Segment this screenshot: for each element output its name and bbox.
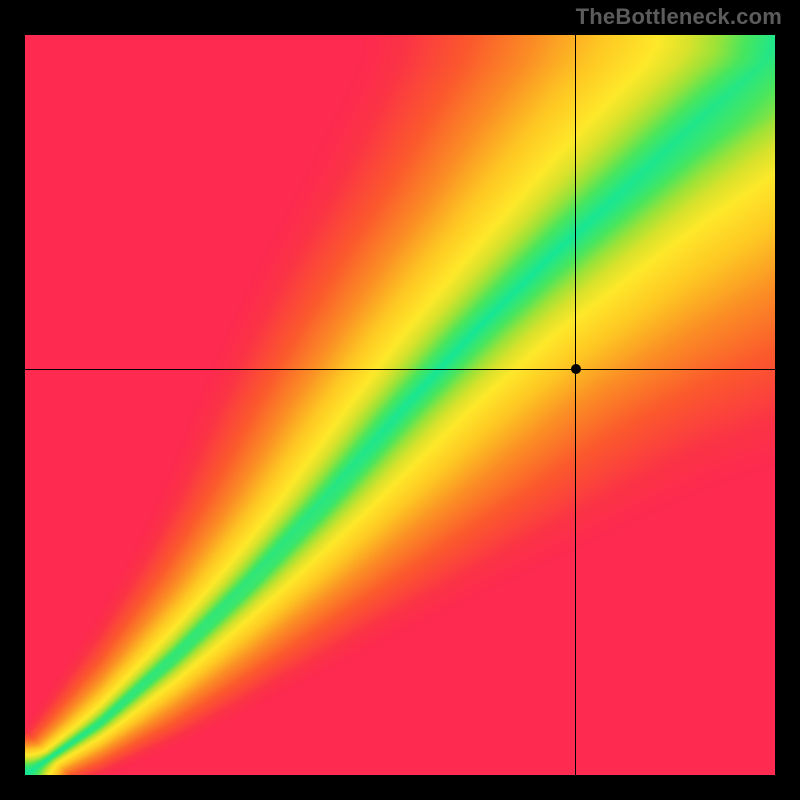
watermark-text: TheBottleneck.com	[576, 4, 782, 30]
crosshair-marker	[571, 364, 581, 374]
crosshair-horizontal	[25, 369, 775, 371]
bottleneck-heatmap	[25, 35, 775, 775]
crosshair-vertical	[575, 35, 577, 775]
heatmap-canvas	[25, 35, 775, 775]
